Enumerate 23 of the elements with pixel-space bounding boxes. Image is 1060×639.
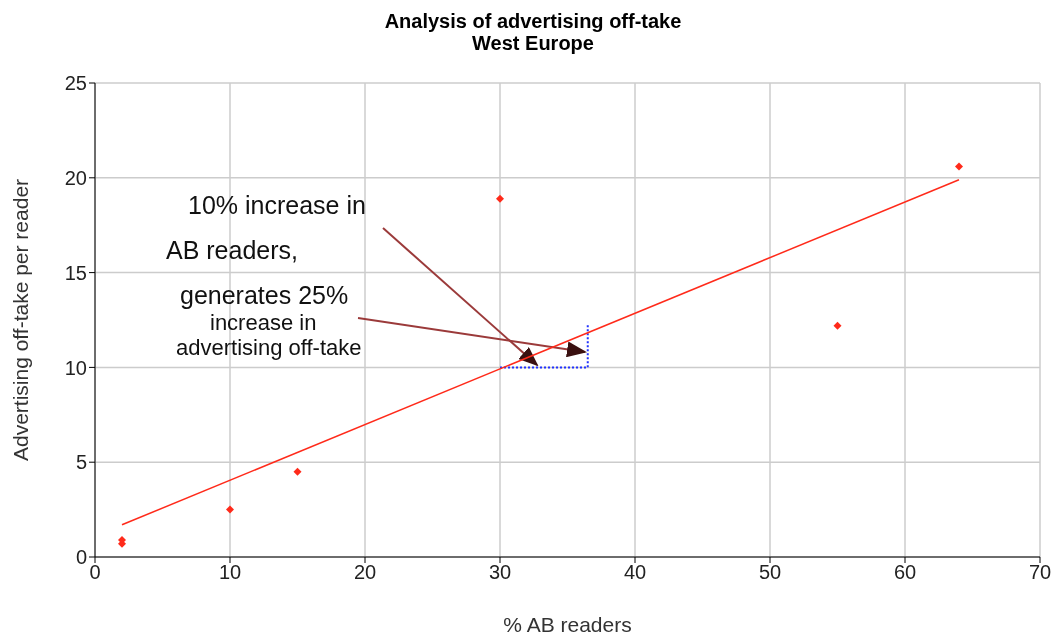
x-tick-label: 50 bbox=[758, 561, 782, 584]
y-tick-label: 20 bbox=[64, 166, 87, 189]
y-tick-label: 10 bbox=[64, 356, 87, 379]
x-tick-label: 10 bbox=[218, 561, 242, 584]
x-tick-label: 30 bbox=[488, 561, 512, 584]
point bbox=[226, 505, 234, 514]
x-tick-label: 0 bbox=[89, 561, 101, 584]
y-tick-label: 5 bbox=[75, 451, 87, 474]
annotation: generates 25% increase in advertising off-take bbox=[176, 281, 362, 360]
x-tick-label: 60 bbox=[893, 561, 917, 584]
point bbox=[833, 321, 842, 330]
x-tick-label: 40 bbox=[623, 561, 647, 584]
y-tick-label: 25 bbox=[64, 72, 87, 95]
x-tick-label: 70 bbox=[1028, 561, 1052, 584]
y-tick-label: 0 bbox=[75, 546, 87, 569]
point bbox=[496, 194, 504, 203]
y-axis-title: Advertising off-take per reader bbox=[9, 178, 32, 462]
y-tick-label: 15 bbox=[64, 261, 87, 284]
chart-title: Analysis of advertising off-take West Europe bbox=[384, 10, 682, 54]
point bbox=[293, 467, 302, 476]
x-axis-title: % AB readers bbox=[503, 613, 632, 636]
point bbox=[955, 162, 963, 171]
x-tick-label: 20 bbox=[353, 561, 377, 584]
